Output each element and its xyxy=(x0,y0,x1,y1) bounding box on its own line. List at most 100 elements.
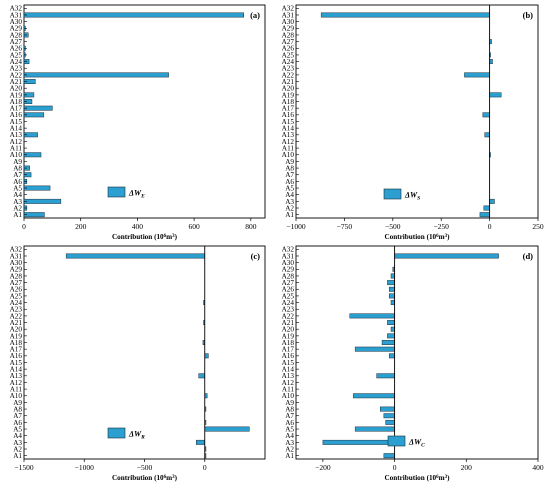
y-tick-label: A30 xyxy=(282,18,295,26)
y-tick-label: A31 xyxy=(10,252,23,260)
chart-panel-4: A1A2A3A4A5A6A7A8A9A10A11A12A13A14A15A16A… xyxy=(282,245,544,482)
y-tick-label: A8 xyxy=(285,405,294,413)
y-tick-label: A27 xyxy=(282,279,295,287)
y-tick-label: A7 xyxy=(13,171,22,179)
x-tick-label: 0 xyxy=(203,463,207,472)
y-tick-label: A10 xyxy=(282,151,295,159)
y-tick-label: A25 xyxy=(10,51,23,59)
x-tick-label: 0 xyxy=(488,222,492,231)
x-tick-label: −1500 xyxy=(14,463,33,472)
bar-A21 xyxy=(387,320,395,325)
y-tick-label: A23 xyxy=(282,306,295,314)
y-tick-label: A26 xyxy=(10,286,23,294)
bar-A3 xyxy=(196,439,206,445)
y-tick-label: A3 xyxy=(285,198,294,206)
bar-A16 xyxy=(482,112,490,118)
y-tick-label: A3 xyxy=(13,439,22,447)
y-tick-label: A29 xyxy=(282,266,295,274)
y-tick-label: A12 xyxy=(282,138,295,146)
x-axis-label: Contribution (106m3) xyxy=(112,474,178,482)
bar-A6 xyxy=(385,419,395,425)
legend-label: ΔWS xyxy=(404,191,420,202)
y-tick-label: A5 xyxy=(285,184,294,192)
legend-swatch xyxy=(107,427,126,439)
y-tick-label: A8 xyxy=(285,164,294,172)
y-tick-label: A27 xyxy=(10,279,23,287)
y-tick-label: A28 xyxy=(282,272,295,280)
bar-A1 xyxy=(23,212,45,218)
y-tick-label: A28 xyxy=(282,31,295,39)
panel-label: (b) xyxy=(523,10,534,20)
y-tick-label: A26 xyxy=(10,45,23,53)
y-tick-label: A27 xyxy=(282,38,295,46)
panel-label: (d) xyxy=(523,251,534,261)
legend-label: ΔWC xyxy=(408,438,425,449)
y-tick-label: A8 xyxy=(13,164,22,172)
chart-panel-3: A1A2A3A4A5A6A7A8A9A10A11A12A13A14A15A16A… xyxy=(10,245,266,482)
y-tick-label: A1 xyxy=(285,211,294,219)
y-tick-label: A5 xyxy=(13,425,22,433)
y-tick-label: A17 xyxy=(282,105,295,113)
x-tick-label: −200 xyxy=(315,463,331,472)
x-tick-label: 800 xyxy=(245,222,257,231)
y-tick-label: A20 xyxy=(10,326,23,334)
y-tick-label: A28 xyxy=(10,31,23,39)
y-tick-label: A6 xyxy=(13,419,22,427)
y-tick-label: A13 xyxy=(10,131,23,139)
y-tick-label: A24 xyxy=(10,58,23,66)
plot-frame xyxy=(295,245,539,460)
y-tick-label: A14 xyxy=(10,366,23,374)
bar-A1 xyxy=(479,212,490,218)
y-tick-label: A19 xyxy=(10,332,23,340)
y-tick-label: A4 xyxy=(285,432,294,440)
legend-swatch xyxy=(107,186,126,198)
y-tick-label: A15 xyxy=(10,118,23,126)
y-tick-label: A14 xyxy=(282,125,295,133)
x-tick-label: 600 xyxy=(188,222,200,231)
y-tick-label: A13 xyxy=(282,131,295,139)
y-tick-label: A1 xyxy=(13,211,22,219)
plot-frame xyxy=(23,4,266,219)
bar-A20 xyxy=(390,326,395,332)
bar-A17 xyxy=(23,105,53,111)
y-tick-label: A9 xyxy=(13,158,22,166)
y-tick-label: A14 xyxy=(282,366,295,374)
bar-A28 xyxy=(390,273,395,279)
y-tick-label: A3 xyxy=(13,198,22,206)
y-tick-label: A7 xyxy=(285,171,294,179)
y-tick-label: A31 xyxy=(10,11,23,19)
bar-A16 xyxy=(204,353,209,359)
y-tick-label: A17 xyxy=(10,346,23,354)
bar-A18 xyxy=(381,340,395,345)
x-tick-label: −250 xyxy=(433,222,449,231)
y-tick-label: A12 xyxy=(10,379,23,387)
y-tick-label: A18 xyxy=(282,98,295,106)
y-tick-label: A21 xyxy=(282,319,295,327)
chart-panel-2: A1A2A3A4A5A6A7A8A9A10A11A12A13A14A15A16A… xyxy=(282,4,544,241)
y-tick-label: A20 xyxy=(282,85,295,93)
y-tick-label: A16 xyxy=(282,111,295,119)
x-tick-label: −500 xyxy=(385,222,401,231)
bar-A5 xyxy=(354,426,395,432)
bar-A1 xyxy=(383,453,395,459)
y-tick-label: A24 xyxy=(10,299,23,307)
bar-A7 xyxy=(383,413,395,419)
y-tick-label: A5 xyxy=(285,425,294,433)
y-tick-label: A1 xyxy=(13,452,22,460)
y-tick-label: A31 xyxy=(282,11,295,19)
y-tick-label: A18 xyxy=(282,339,295,347)
y-tick-label: A5 xyxy=(13,184,22,192)
y-tick-label: A9 xyxy=(285,399,294,407)
y-tick-label: A29 xyxy=(10,25,23,33)
y-tick-label: A32 xyxy=(282,246,295,254)
y-tick-label: A4 xyxy=(13,191,22,199)
y-tick-label: A2 xyxy=(285,445,294,453)
bar-A13 xyxy=(376,373,395,379)
y-tick-label: A32 xyxy=(10,246,23,254)
y-tick-label: A20 xyxy=(10,85,23,93)
bar-A19 xyxy=(489,92,502,98)
bar-A19 xyxy=(387,333,395,339)
plot-frame xyxy=(295,4,539,219)
y-tick-label: A15 xyxy=(10,359,23,367)
